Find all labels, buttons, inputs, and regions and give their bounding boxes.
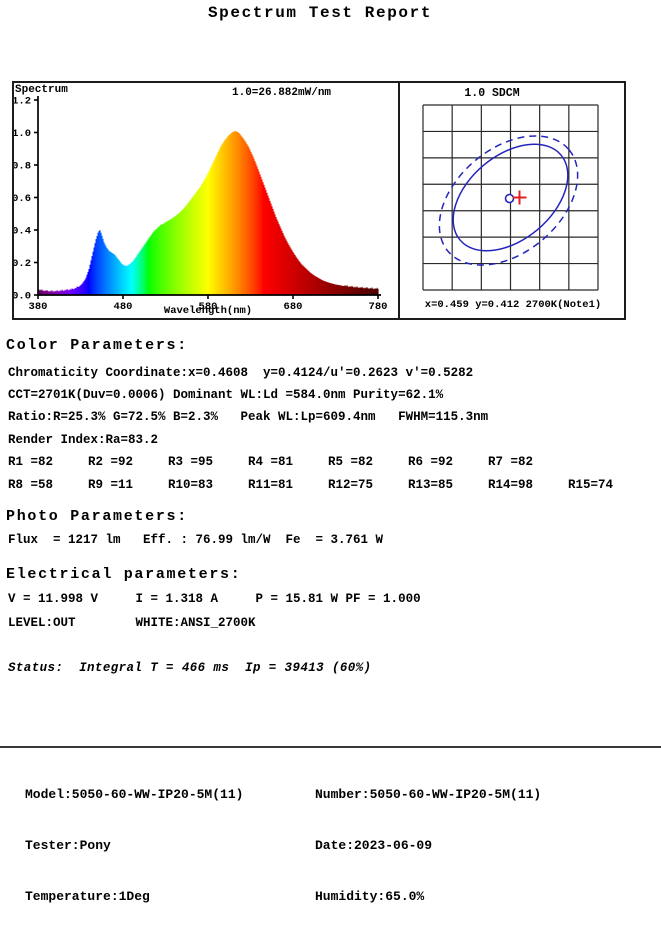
cct-line: CCT=2701K(Duv=0.0006) Dominant WL:Ld =58… bbox=[8, 388, 444, 402]
chromaticity-line: Chromaticity Coordinate:x=0.4608 y=0.412… bbox=[8, 366, 474, 380]
r-value-5: R5 =82 bbox=[328, 455, 374, 469]
r-value-4: R4 =81 bbox=[248, 455, 294, 469]
svg-text:0.4: 0.4 bbox=[14, 226, 31, 238]
svg-text:380: 380 bbox=[29, 301, 48, 313]
spectrum-axis-title: Spectrum bbox=[15, 84, 68, 96]
tester-label: Tester:Pony bbox=[25, 838, 111, 853]
r-value-12: R12=75 bbox=[328, 478, 374, 492]
level-white-line: LEVEL:OUT WHITE:ANSI_2700K bbox=[8, 616, 256, 630]
chart-panel: 0.0 0.2 0.4 0.6 0.8 1.0 1.2 380 480 580 680 780 Spe… bbox=[12, 81, 626, 320]
r-value-2: R2 =92 bbox=[88, 455, 134, 469]
svg-text:780: 780 bbox=[369, 301, 388, 313]
svg-text:1.0: 1.0 bbox=[14, 128, 31, 140]
footer-right-column: Number:5050-60-WW-IP20-5M(11) Date:2023-… bbox=[315, 752, 541, 939]
svg-text:1.2: 1.2 bbox=[14, 96, 31, 108]
sdcm-title: 1.0 SDCM bbox=[464, 87, 520, 100]
temperature-label: Temperature:1Deg bbox=[25, 889, 150, 904]
r-value-14: R14=98 bbox=[488, 478, 534, 492]
date-label: Date:2023-06-09 bbox=[315, 838, 433, 853]
svg-text:0.8: 0.8 bbox=[14, 161, 31, 173]
flux-line: Flux = 1217 lm Eff. : 76.99 lm/W Fe = 3.… bbox=[8, 533, 384, 547]
svg-text:0.2: 0.2 bbox=[14, 258, 31, 270]
report-page: Spectrum Test Report 0.0 0.2 0.4 0.6 0.8 1.0 1… bbox=[0, 4, 661, 904]
report-title: Spectrum Test Report bbox=[207, 4, 433, 22]
r-value-1: R1 =82 bbox=[8, 455, 54, 469]
r-value-3: R3 =95 bbox=[168, 455, 214, 469]
r-value-10: R10=83 bbox=[168, 478, 214, 492]
render-index-row-2: R8 =58 R9 =11 R10=83 R11=81 R12=75 R13=8… bbox=[8, 478, 648, 492]
ratio-line: Ratio:R=25.3% G=72.5% B=2.3% Peak WL:Lp=… bbox=[8, 410, 489, 424]
r-value-13: R13=85 bbox=[408, 478, 454, 492]
number-label: Number:5050-60-WW-IP20-5M(11) bbox=[315, 787, 542, 802]
spectrum-x-axis-label: Wavelength(nm) bbox=[163, 305, 253, 317]
footer-divider bbox=[0, 746, 661, 748]
r-value-6: R6 =92 bbox=[408, 455, 454, 469]
spectrum-scale-note: 1.0=26.882mW/nm bbox=[232, 87, 332, 99]
svg-text:0.0: 0.0 bbox=[14, 291, 31, 303]
r-value-11: R11=81 bbox=[248, 478, 294, 492]
panel-divider bbox=[398, 83, 400, 318]
r-value-9: R9 =11 bbox=[88, 478, 134, 492]
svg-text:580: 580 bbox=[199, 301, 218, 313]
sdcm-chart bbox=[422, 104, 599, 291]
electrical-parameters-heading: Electrical parameters: bbox=[6, 566, 242, 583]
spectrum-chart: 0.0 0.2 0.4 0.6 0.8 1.0 1.2 380 480 580 680 780 bbox=[14, 96, 388, 314]
sdcm-caption: x=0.459 y=0.412 2700K(Note1) bbox=[424, 299, 602, 311]
r-value-7: R7 =82 bbox=[488, 455, 534, 469]
humidity-label: Humidity:65.0% bbox=[315, 889, 425, 904]
r-value-8: R8 =58 bbox=[8, 478, 54, 492]
render-index-row-1: R1 =82 R2 =92 R3 =95 R4 =81 R5 =82 R6 =9… bbox=[8, 455, 648, 469]
svg-text:680: 680 bbox=[284, 301, 303, 313]
r-value-15: R15=74 bbox=[568, 478, 614, 492]
photo-parameters-heading: Photo Parameters: bbox=[6, 508, 188, 525]
footer-left-column: Model:5050-60-WW-IP20-5M(11) Tester:Pony… bbox=[25, 752, 243, 939]
render-index-line: Render Index:Ra=83.2 bbox=[8, 433, 159, 447]
voltage-current-power-line: V = 11.998 V I = 1.318 A P = 15.81 W PF … bbox=[8, 592, 421, 606]
color-parameters-heading: Color Parameters: bbox=[6, 337, 188, 354]
svg-text:480: 480 bbox=[114, 301, 133, 313]
svg-text:0.6: 0.6 bbox=[14, 193, 31, 205]
model-label: Model:5050-60-WW-IP20-5M(11) bbox=[25, 787, 244, 802]
status-line: Status: Integral T = 466 ms Ip = 39413 (… bbox=[8, 661, 372, 675]
